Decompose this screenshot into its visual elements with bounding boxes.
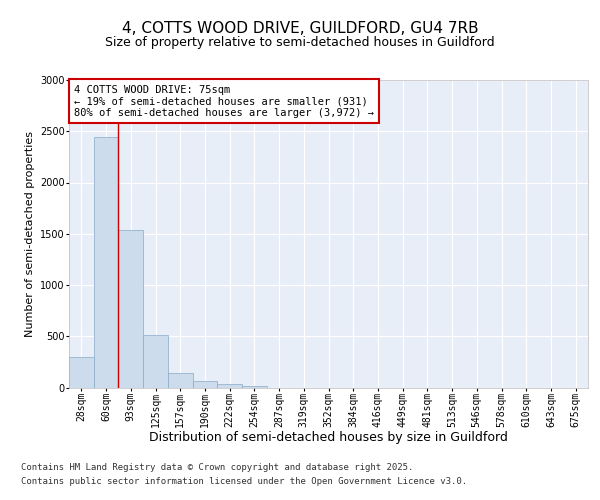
Bar (193, 382, 217, 388)
Bar (94, 138, 118, 388)
Bar (217, 384, 242, 388)
Text: 4, COTTS WOOD DRIVE, GUILDFORD, GU4 7RB: 4, COTTS WOOD DRIVE, GUILDFORD, GU4 7RB (122, 21, 478, 36)
Text: Contains public sector information licensed under the Open Government Licence v3: Contains public sector information licen… (21, 477, 467, 486)
Bar (69, 357, 94, 388)
Bar (168, 373, 193, 388)
Text: Size of property relative to semi-detached houses in Guildford: Size of property relative to semi-detach… (105, 36, 495, 49)
Bar (118, 230, 143, 388)
Text: 4 COTTS WOOD DRIVE: 75sqm
← 19% of semi-detached houses are smaller (931)
80% of: 4 COTTS WOOD DRIVE: 75sqm ← 19% of semi-… (74, 84, 374, 118)
Bar (143, 335, 168, 388)
X-axis label: Distribution of semi-detached houses by size in Guildford: Distribution of semi-detached houses by … (149, 431, 508, 444)
Text: Contains HM Land Registry data © Crown copyright and database right 2025.: Contains HM Land Registry data © Crown c… (21, 464, 413, 472)
Y-axis label: Number of semi-detached properties: Number of semi-detached properties (25, 130, 35, 337)
Bar (242, 386, 267, 388)
